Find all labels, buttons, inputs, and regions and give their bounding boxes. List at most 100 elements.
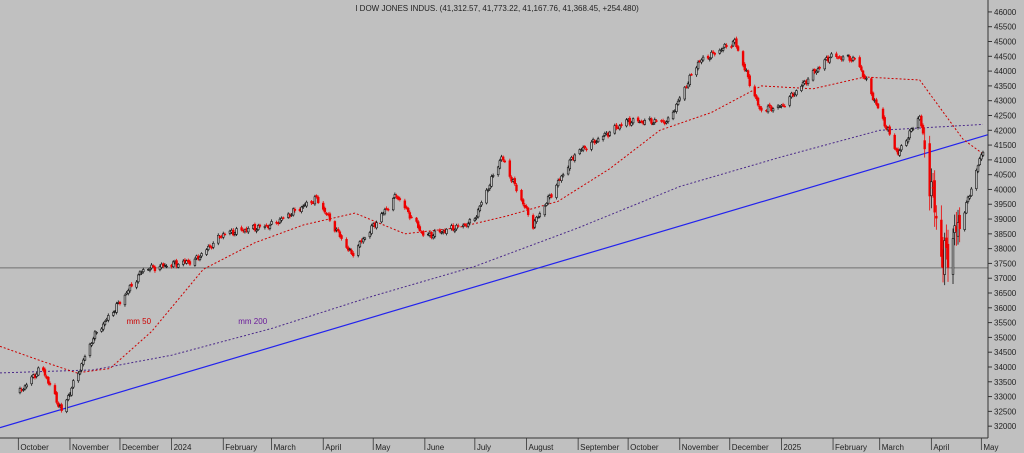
candle-body	[270, 221, 273, 225]
candle-body	[876, 103, 880, 109]
candle-body	[486, 189, 490, 191]
candle-body	[875, 99, 878, 105]
candle-body	[112, 312, 115, 316]
candle-body	[282, 217, 285, 219]
candle-body	[806, 78, 810, 84]
candle-body	[975, 170, 978, 189]
candle-body	[187, 259, 190, 263]
candle-body	[508, 160, 512, 177]
candle-body	[966, 196, 970, 202]
candle-body	[590, 141, 593, 150]
candle-body	[696, 61, 700, 69]
candle-body	[860, 66, 863, 71]
candle-body	[883, 117, 886, 127]
candle-body	[305, 201, 308, 207]
candle-body	[838, 56, 841, 58]
candle-body	[130, 283, 133, 287]
candle-body	[162, 263, 165, 267]
y-tick-label: 38000	[994, 245, 1017, 254]
y-tick-label: 32500	[994, 407, 1017, 416]
candle-body	[222, 233, 225, 238]
candle-body	[676, 100, 680, 105]
candle-body	[418, 226, 422, 232]
candle-body	[910, 128, 913, 132]
candle-body	[708, 58, 711, 60]
candle-body	[520, 190, 523, 201]
y-tick-label: 44500	[994, 52, 1017, 61]
x-tick-label: February	[225, 443, 257, 452]
candle-body	[163, 264, 167, 267]
candle-body	[22, 389, 25, 391]
candle-body	[700, 59, 703, 63]
candle-body	[690, 74, 693, 76]
candle-body	[596, 138, 600, 143]
candle-body	[631, 118, 635, 124]
candle-body	[898, 150, 901, 156]
candle-body	[533, 220, 537, 228]
y-tick-label: 43500	[994, 82, 1017, 91]
x-tick-label: October	[630, 443, 659, 452]
candle-body	[247, 228, 250, 233]
candle-body	[630, 122, 633, 126]
y-tick-label: 36000	[994, 304, 1017, 313]
candle-body	[951, 238, 955, 275]
candle-body	[200, 253, 203, 257]
y-tick-label: 42500	[994, 111, 1017, 120]
candle-body	[198, 256, 202, 261]
candle-body	[665, 121, 668, 124]
candle-body	[893, 134, 896, 149]
candle-body	[416, 221, 420, 228]
candle-body	[513, 178, 517, 185]
candle-body	[930, 181, 933, 197]
candle-body	[90, 343, 93, 346]
candle-body	[468, 219, 472, 224]
candle-body	[315, 195, 318, 197]
candle-body	[456, 225, 460, 227]
candle-body	[946, 243, 950, 268]
candle-body	[766, 105, 770, 113]
candle-body	[55, 392, 58, 403]
candle-body	[945, 237, 948, 248]
candle-body	[671, 111, 675, 120]
candle-body	[920, 115, 923, 127]
candle-body	[217, 234, 220, 244]
candle-body	[695, 67, 698, 76]
candle-body	[816, 68, 820, 73]
candle-body	[182, 260, 185, 265]
x-tick-label: November	[682, 443, 719, 452]
candle-body	[601, 136, 605, 140]
candle-body	[103, 321, 107, 325]
x-tick-label: 2024	[174, 443, 192, 452]
candle-body	[431, 235, 435, 239]
candle-body	[848, 55, 851, 61]
candle-body	[713, 52, 716, 55]
candles-group	[18, 36, 985, 414]
y-tick-label: 33500	[994, 378, 1017, 387]
candle-body	[100, 328, 103, 332]
mm50-group	[0, 76, 984, 374]
x-tick-label: April	[325, 443, 341, 452]
candle-body	[488, 184, 492, 190]
candle-body	[232, 229, 235, 236]
x-tick-label: December	[122, 443, 159, 452]
candle-body	[615, 124, 618, 129]
candle-body	[908, 130, 911, 139]
candle-body	[480, 202, 483, 206]
y-tick-label: 45500	[994, 23, 1017, 32]
candle-body	[578, 149, 582, 155]
candle-body	[340, 235, 343, 239]
y-tick-label: 43000	[994, 97, 1017, 106]
candle-body	[711, 51, 715, 53]
candle-body	[521, 199, 525, 205]
y-tick-label: 41000	[994, 156, 1017, 165]
x-tick-label: May	[983, 443, 998, 452]
candle-body	[463, 223, 467, 226]
candle-body	[240, 227, 243, 231]
candle-body	[337, 228, 340, 232]
candle-body	[475, 216, 478, 219]
y-tick-label: 40000	[994, 185, 1017, 194]
candle-body	[841, 56, 845, 61]
candle-body	[828, 57, 831, 63]
candle-body	[212, 242, 215, 248]
candle-body	[510, 176, 513, 182]
